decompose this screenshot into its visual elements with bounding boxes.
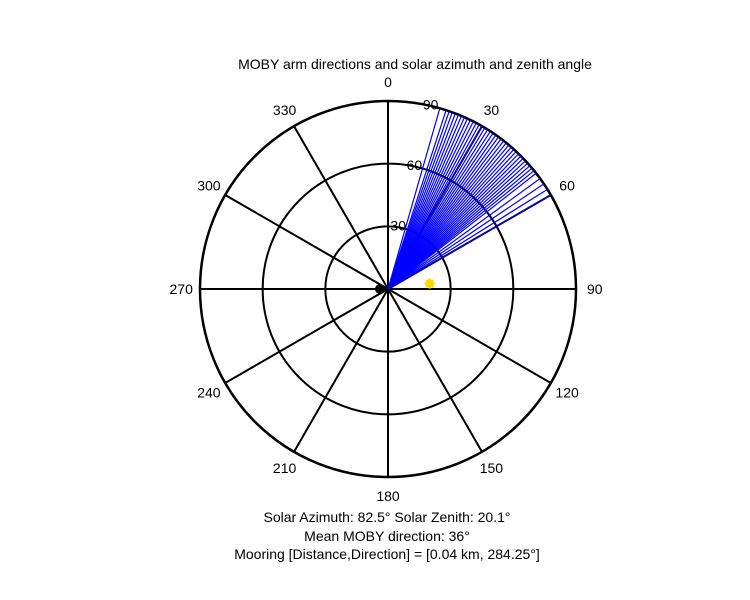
sun-marker bbox=[424, 278, 435, 289]
chart-title: MOBY arm directions and solar azimuth an… bbox=[238, 56, 592, 72]
arm-direction-line bbox=[387, 108, 441, 290]
arm-direction-series bbox=[387, 108, 552, 290]
angle-tick-labels: 0 30 60 90 120 150 180 210 240 270 300 330 bbox=[170, 74, 603, 504]
radial-tick-label: 30 bbox=[390, 217, 406, 233]
radial-tick-labels: 30 60 90 bbox=[390, 96, 438, 233]
mooring-marker bbox=[375, 284, 385, 294]
caption-solar: Solar Azimuth: 82.5° Solar Zenith: 20.1° bbox=[264, 509, 511, 525]
arm-direction-line bbox=[387, 188, 548, 290]
grid-ring bbox=[261, 162, 515, 416]
arm-direction-line bbox=[387, 178, 541, 290]
caption-mooring: Mooring [Distance,Direction] = [0.04 km,… bbox=[234, 546, 540, 562]
arm-direction-line bbox=[387, 172, 537, 290]
angle-tick-label: 150 bbox=[480, 460, 504, 476]
angle-tick-label: 300 bbox=[197, 178, 221, 194]
angle-tick-label: 180 bbox=[376, 488, 400, 504]
angle-tick-label: 90 bbox=[587, 281, 603, 297]
angle-tick-label: 60 bbox=[559, 178, 575, 194]
arm-direction-line bbox=[387, 183, 545, 290]
caption-mean-direction: Mean MOBY direction: 36° bbox=[304, 528, 470, 544]
grid-ring bbox=[324, 225, 452, 353]
angle-tick-label: 240 bbox=[197, 384, 221, 400]
angle-tick-label: 0 bbox=[384, 74, 392, 90]
angle-tick-label: 210 bbox=[273, 460, 297, 476]
grid-ring bbox=[198, 99, 578, 479]
radial-tick-label: 90 bbox=[423, 96, 439, 112]
sun-marker-ray bbox=[425, 279, 435, 288]
angle-tick-label: 30 bbox=[484, 102, 500, 118]
angle-tick-label: 270 bbox=[170, 281, 194, 297]
arm-direction-line bbox=[387, 194, 552, 290]
angle-tick-label: 120 bbox=[555, 384, 579, 400]
radial-tick-label: 60 bbox=[407, 157, 423, 173]
markers bbox=[375, 278, 435, 294]
angle-tick-label: 330 bbox=[273, 102, 297, 118]
